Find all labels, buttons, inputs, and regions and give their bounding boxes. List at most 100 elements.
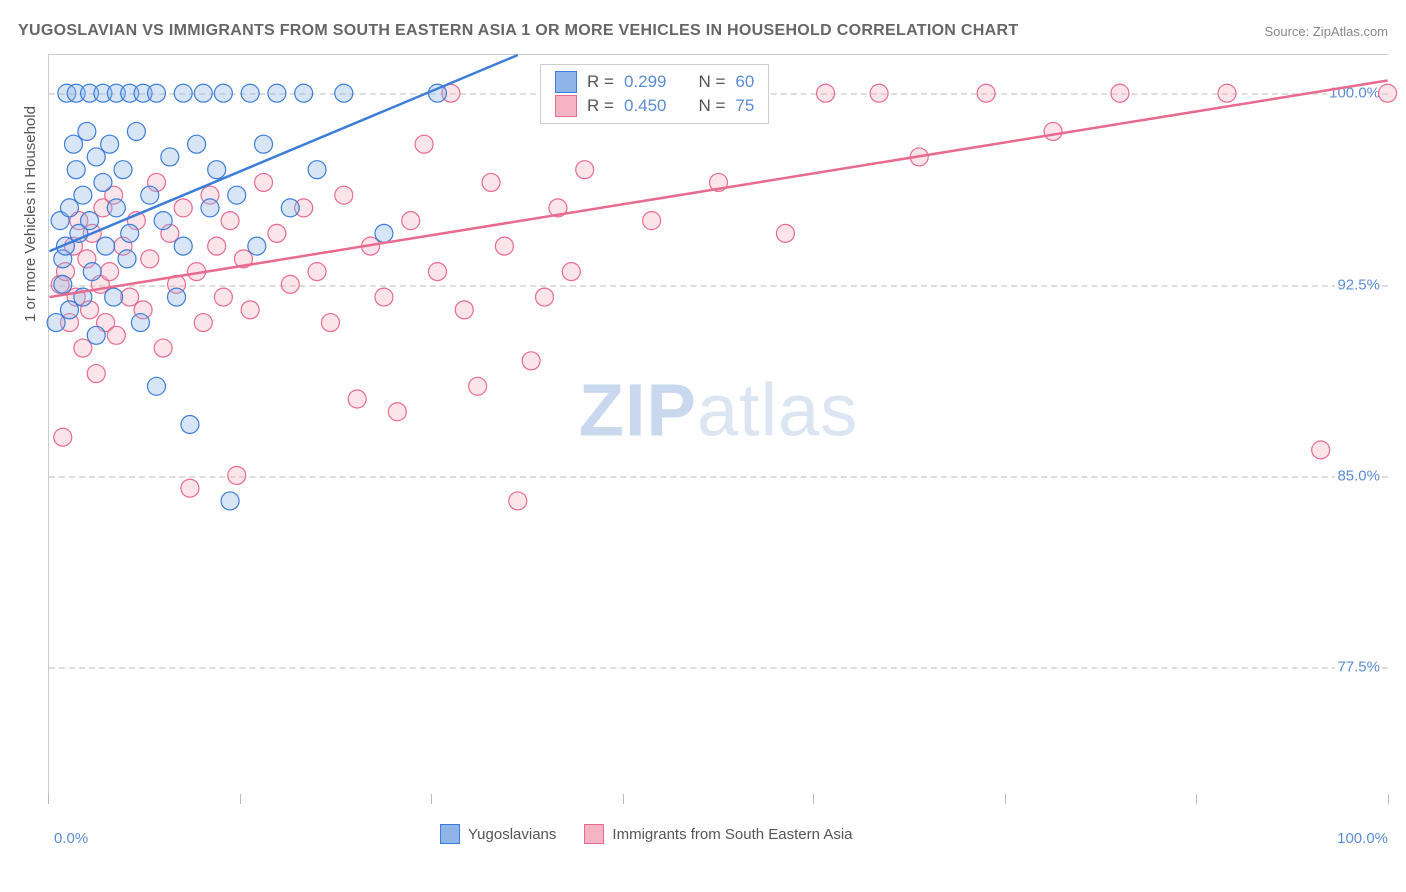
data-point xyxy=(469,377,487,395)
data-point xyxy=(208,237,226,255)
data-point xyxy=(154,212,172,230)
data-point xyxy=(105,288,123,306)
data-point xyxy=(455,301,473,319)
data-point xyxy=(241,84,259,102)
data-point xyxy=(348,390,366,408)
data-point xyxy=(255,135,273,153)
data-point xyxy=(776,224,794,242)
data-point xyxy=(147,377,165,395)
data-point xyxy=(174,237,192,255)
data-point xyxy=(536,288,554,306)
data-point xyxy=(141,186,159,204)
legend: Yugoslavians Immigrants from South Easter… xyxy=(440,824,853,844)
data-point xyxy=(67,161,85,179)
x-tick xyxy=(813,794,814,804)
chart-header: YUGOSLAVIAN VS IMMIGRANTS FROM SOUTH EAS… xyxy=(0,0,1406,48)
data-point xyxy=(168,288,186,306)
x-tick xyxy=(1196,794,1197,804)
data-point xyxy=(1111,84,1129,102)
data-point xyxy=(295,84,313,102)
stat-swatch xyxy=(555,95,577,117)
data-point xyxy=(161,148,179,166)
data-point xyxy=(335,84,353,102)
data-point xyxy=(228,466,246,484)
data-point xyxy=(107,199,125,217)
data-point xyxy=(415,135,433,153)
data-point xyxy=(214,288,232,306)
legend-item: Yugoslavians xyxy=(440,824,556,844)
stat-row: R =0.450N =75 xyxy=(555,95,754,117)
data-point xyxy=(268,84,286,102)
data-point xyxy=(87,365,105,383)
data-point xyxy=(181,416,199,434)
data-point xyxy=(1044,122,1062,140)
x-tick xyxy=(240,794,241,804)
data-point xyxy=(147,84,165,102)
data-point xyxy=(308,161,326,179)
data-point xyxy=(114,161,132,179)
data-point xyxy=(208,161,226,179)
stat-r-label: R = xyxy=(587,96,614,116)
data-point xyxy=(83,263,101,281)
stat-r-value: 0.299 xyxy=(624,72,667,92)
data-point xyxy=(643,212,661,230)
data-point xyxy=(87,326,105,344)
data-point xyxy=(107,326,125,344)
x-tick xyxy=(1005,794,1006,804)
data-point xyxy=(194,314,212,332)
data-point xyxy=(495,237,513,255)
data-point xyxy=(174,199,192,217)
data-point xyxy=(54,428,72,446)
data-point xyxy=(78,122,96,140)
legend-swatch xyxy=(440,824,460,844)
data-point xyxy=(241,301,259,319)
data-point xyxy=(576,161,594,179)
data-point xyxy=(870,84,888,102)
data-point xyxy=(482,173,500,191)
data-point xyxy=(817,84,835,102)
stat-swatch xyxy=(555,71,577,93)
data-point xyxy=(214,84,232,102)
data-point xyxy=(335,186,353,204)
data-point xyxy=(81,212,99,230)
data-point xyxy=(154,339,172,357)
stat-r-value: 0.450 xyxy=(624,96,667,116)
data-point xyxy=(562,263,580,281)
data-point xyxy=(97,237,115,255)
data-point xyxy=(388,403,406,421)
x-tick xyxy=(1388,794,1389,804)
data-point xyxy=(131,314,149,332)
stat-n-label: N = xyxy=(698,96,725,116)
data-point xyxy=(54,275,72,293)
data-point xyxy=(101,263,119,281)
stat-r-label: R = xyxy=(587,72,614,92)
data-point xyxy=(194,84,212,102)
data-point xyxy=(74,186,92,204)
scatter-svg xyxy=(49,55,1388,794)
legend-label: Yugoslavians xyxy=(468,826,556,843)
data-point xyxy=(1379,84,1397,102)
data-point xyxy=(977,84,995,102)
x-tick xyxy=(48,794,49,804)
data-point xyxy=(127,122,145,140)
data-point xyxy=(141,250,159,268)
legend-label: Immigrants from South Eastern Asia xyxy=(612,826,852,843)
data-point xyxy=(255,173,273,191)
data-point xyxy=(221,492,239,510)
data-point xyxy=(181,479,199,497)
data-point xyxy=(94,173,112,191)
data-point xyxy=(321,314,339,332)
chart-plot-area: ZIPatlas 77.5%85.0%92.5%100.0% xyxy=(48,54,1388,794)
data-point xyxy=(1312,441,1330,459)
x-tick xyxy=(623,794,624,804)
data-point xyxy=(308,263,326,281)
stat-n-value: 60 xyxy=(735,72,754,92)
x-axis-max-label: 100.0% xyxy=(1337,830,1388,847)
data-point xyxy=(375,288,393,306)
data-point xyxy=(281,199,299,217)
data-point xyxy=(248,237,266,255)
data-point xyxy=(121,224,139,242)
stat-n-label: N = xyxy=(698,72,725,92)
data-point xyxy=(402,212,420,230)
data-point xyxy=(188,135,206,153)
